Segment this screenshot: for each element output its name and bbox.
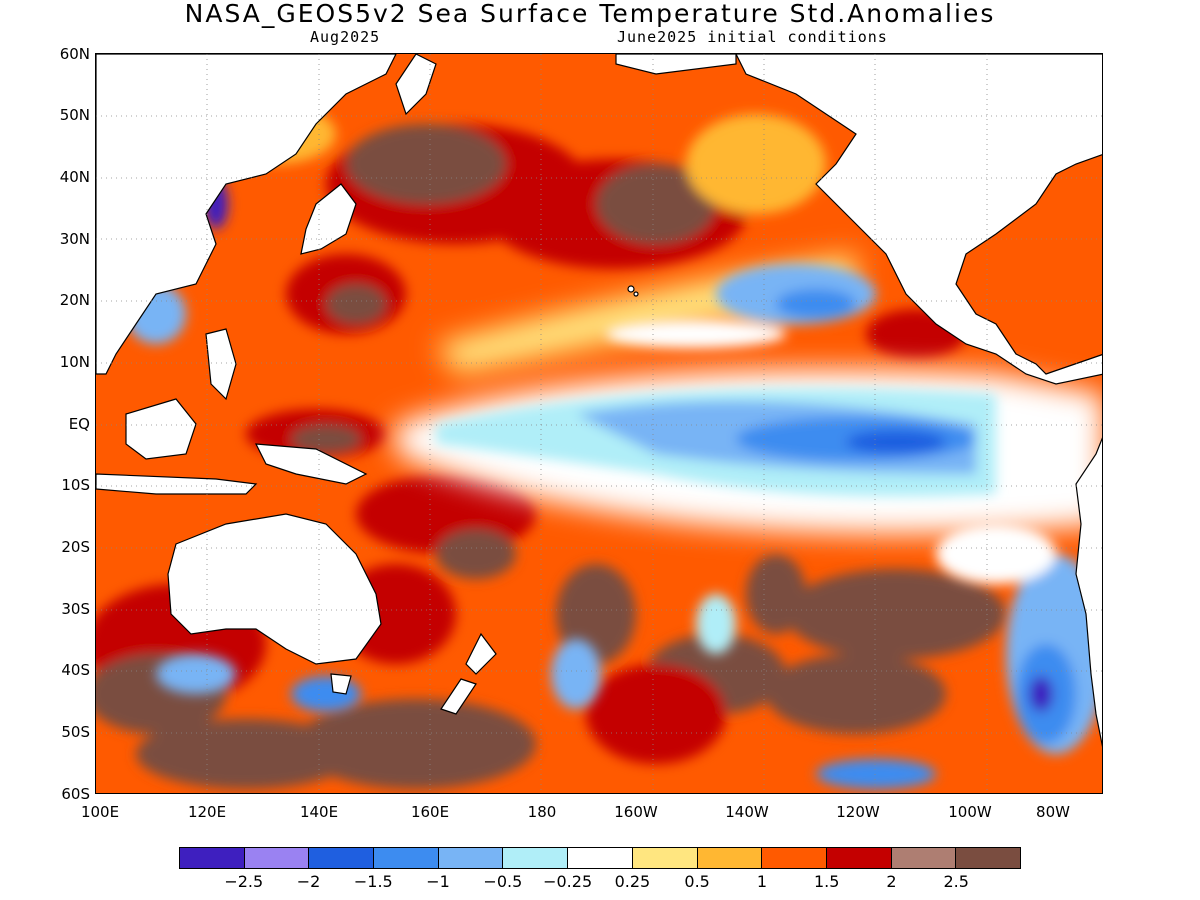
colorbar-tick-label: −2 [296, 872, 321, 891]
colorbar-swatch [438, 848, 504, 868]
forecast-month: Aug2025 [310, 28, 381, 46]
lat-label: 30S [61, 600, 90, 618]
colorbar-swatch [309, 848, 375, 868]
lon-label: 160W [614, 803, 658, 821]
lat-label: 40S [61, 661, 90, 679]
colorbar-swatch [180, 848, 245, 868]
colorbar-tick-label: −1.5 [353, 872, 393, 891]
lon-label: 120E [187, 803, 227, 821]
colorbar-swatch [826, 848, 892, 868]
lat-label: 60S [61, 785, 90, 803]
colorbar-swatch [503, 848, 569, 868]
map-title: NASA_GEOS5v2 Sea Surface Temperature Std… [184, 0, 996, 28]
colorbar-tick-label: −0.25 [543, 872, 593, 891]
lat-label: 40N [59, 168, 90, 186]
colorbar-swatch [244, 848, 310, 868]
colorbar-tick-label: 2.5 [943, 872, 969, 891]
colorbar-swatch [697, 848, 763, 868]
lon-label: 180 [527, 803, 557, 821]
lon-label: 160E [410, 803, 450, 821]
colorbar-swatch [956, 848, 1020, 868]
initial-conditions: June2025 initial conditions [617, 28, 888, 46]
lat-label: 50S [61, 723, 90, 741]
lat-label: EQ [68, 415, 90, 433]
colorbar-tick-label: 2 [886, 872, 897, 891]
colorbar-tick-label: −0.5 [483, 872, 523, 891]
lon-label: 120W [836, 803, 880, 821]
colorbar-swatch [891, 848, 957, 868]
map-canvas [96, 54, 1102, 793]
lon-label: 80W [1036, 803, 1070, 821]
lon-label: 140W [725, 803, 769, 821]
colorbar-tick-label: 1 [756, 872, 768, 891]
lat-label: 10S [61, 476, 90, 494]
lat-label: 30N [59, 230, 90, 248]
lon-label: 140E [299, 803, 339, 821]
colorbar-swatch [374, 848, 439, 868]
colorbar-tick-label: 1.5 [813, 872, 840, 891]
colorbar-swatch [568, 848, 633, 868]
lat-label: 50N [59, 106, 90, 124]
lon-label: 100W [948, 803, 992, 821]
colorbar-swatch [632, 848, 698, 868]
colorbar-tick-label: 0.25 [614, 872, 651, 891]
lat-label: 60N [59, 45, 90, 63]
graticule [96, 54, 1102, 793]
lat-label: 20S [61, 538, 90, 556]
colorbar [179, 847, 1021, 869]
land-masses [96, 54, 1102, 748]
sst-anomaly-map [95, 53, 1103, 794]
lat-label: 20N [59, 291, 90, 309]
colorbar-tick-label: −2.5 [224, 872, 264, 891]
colorbar-tick-label: 0.5 [684, 872, 710, 891]
colorbar-tick-label: −1 [426, 872, 450, 891]
lat-label: 10N [59, 353, 90, 371]
lon-label: 100E [80, 803, 120, 821]
colorbar-swatch [762, 848, 827, 868]
